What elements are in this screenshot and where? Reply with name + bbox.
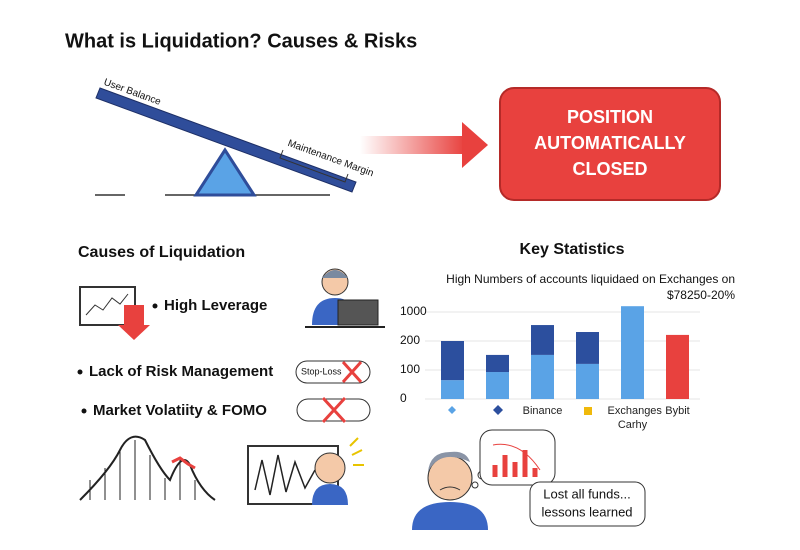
worried-head — [314, 452, 346, 484]
speech-box — [529, 481, 646, 527]
chart-icon-line — [85, 293, 129, 316]
sad-mouth — [439, 486, 461, 491]
bar — [441, 380, 464, 399]
bar — [486, 372, 509, 399]
arrow-shaft — [360, 136, 465, 154]
thought-dot — [471, 481, 479, 489]
bar — [576, 332, 599, 364]
stress-marks — [349, 437, 364, 466]
result-box — [499, 87, 721, 201]
result-text: CLOSED — [572, 159, 647, 179]
bracket — [279, 149, 349, 183]
result-text: AUTOMATICALLY — [534, 133, 686, 153]
y-tick-label: 100 — [400, 362, 420, 376]
fomo-marks — [171, 456, 196, 470]
cause-item: High Leverage — [164, 297, 267, 314]
y-tick-label: 0 — [400, 391, 407, 405]
volatility-curve — [79, 435, 216, 501]
exchange-icon — [584, 407, 592, 415]
bar — [486, 354, 509, 373]
bullet — [152, 303, 158, 309]
laptop — [337, 299, 379, 326]
speech-text: lessons learned — [541, 504, 632, 519]
stop-loss-pill — [295, 360, 371, 384]
arrow-head — [462, 122, 488, 168]
loss-bars — [492, 450, 538, 477]
stats-heading: Key Statistics — [520, 241, 625, 258]
bar — [576, 363, 599, 399]
page-title: What is Liquidation? Causes & Risks — [65, 30, 417, 52]
exchange-icon — [493, 405, 503, 415]
speech-text: Lost all funds... — [543, 486, 630, 501]
x-tick-label: Bybit — [665, 405, 690, 417]
plank — [95, 87, 357, 193]
causes-title: Causes of Liquidation — [78, 244, 245, 261]
bar — [666, 334, 689, 399]
sad-hair — [428, 451, 470, 472]
cross — [341, 360, 363, 384]
exchange-icon — [448, 406, 456, 414]
y-tick-label: 1000 — [400, 304, 427, 318]
x-tick-label: Exchanges Carhy — [607, 405, 662, 431]
worried-body — [312, 484, 348, 505]
bullet — [77, 369, 83, 375]
person-hair — [322, 270, 348, 278]
stop-loss-label: Stop-Loss — [301, 366, 342, 376]
chart-title: High Numbers of accounts liquidaed on Ex… — [446, 272, 735, 286]
curve-bars — [89, 440, 196, 500]
result-text: POSITION — [567, 107, 653, 127]
fulcrum — [193, 147, 257, 197]
cause-item: Market Volatiity & FOMO — [93, 402, 267, 419]
monitor-chart — [254, 454, 316, 496]
bar — [531, 325, 554, 355]
x-tick-label: Binance — [522, 405, 563, 417]
bar — [621, 306, 644, 399]
sad-body — [412, 502, 488, 530]
chart-subtitle: $78250-20% — [667, 288, 735, 302]
y-tick-label: 200 — [400, 333, 420, 347]
bullet — [81, 408, 87, 414]
loss-arrow — [492, 443, 541, 471]
down-arrow — [118, 305, 150, 340]
cause-item: Lack of Risk Management — [89, 363, 273, 380]
bar — [441, 341, 464, 381]
bar — [531, 354, 554, 399]
cross — [321, 396, 347, 424]
